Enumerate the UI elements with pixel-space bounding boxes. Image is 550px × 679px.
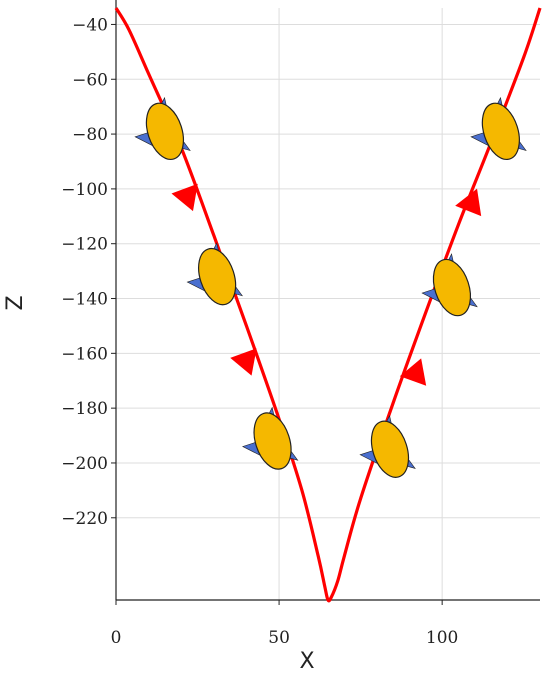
y-tick-label: −40 (72, 15, 108, 35)
x-axis-label: X (299, 649, 314, 674)
direction-arrow (455, 188, 482, 217)
agent (186, 242, 244, 306)
direction-arrow (399, 358, 427, 386)
y-tick-label: −180 (61, 399, 108, 419)
agent-body (432, 258, 472, 317)
series (114, 7, 542, 603)
agent (470, 96, 527, 161)
agent (134, 96, 191, 161)
grid (115, 8, 540, 600)
y-tick-label: −60 (72, 70, 108, 90)
y-tick-label: −80 (72, 125, 108, 145)
direction-markers (171, 183, 482, 386)
agent (421, 253, 478, 317)
agent-body (370, 420, 410, 478)
agents (134, 96, 527, 478)
agent (242, 406, 299, 470)
axes (111, 0, 540, 605)
agent-body (253, 412, 292, 470)
tick-labels: −40 −60 −80 −100 −120 −140 −160 −180 −200 −220 0 50… (61, 15, 458, 648)
agent-body (481, 102, 520, 161)
y-tick-label: −160 (61, 344, 108, 364)
y-tick-label: −120 (61, 235, 108, 255)
y-axis-label: Z (3, 295, 28, 310)
x-tick-label: 50 (268, 628, 290, 648)
y-tick-label: −140 (61, 290, 108, 310)
y-tick-label: −100 (61, 180, 108, 200)
y-tick-label: −200 (61, 454, 108, 474)
x-tick-label: 0 (111, 628, 122, 648)
direction-arrow (230, 348, 257, 376)
agent-body (145, 102, 185, 161)
direction-arrow (171, 183, 198, 212)
trajectory-line (114, 7, 542, 603)
x-tick-label: 100 (426, 628, 458, 648)
y-tick-label: −220 (61, 509, 108, 529)
agent (359, 414, 416, 478)
agent-body (198, 247, 237, 306)
